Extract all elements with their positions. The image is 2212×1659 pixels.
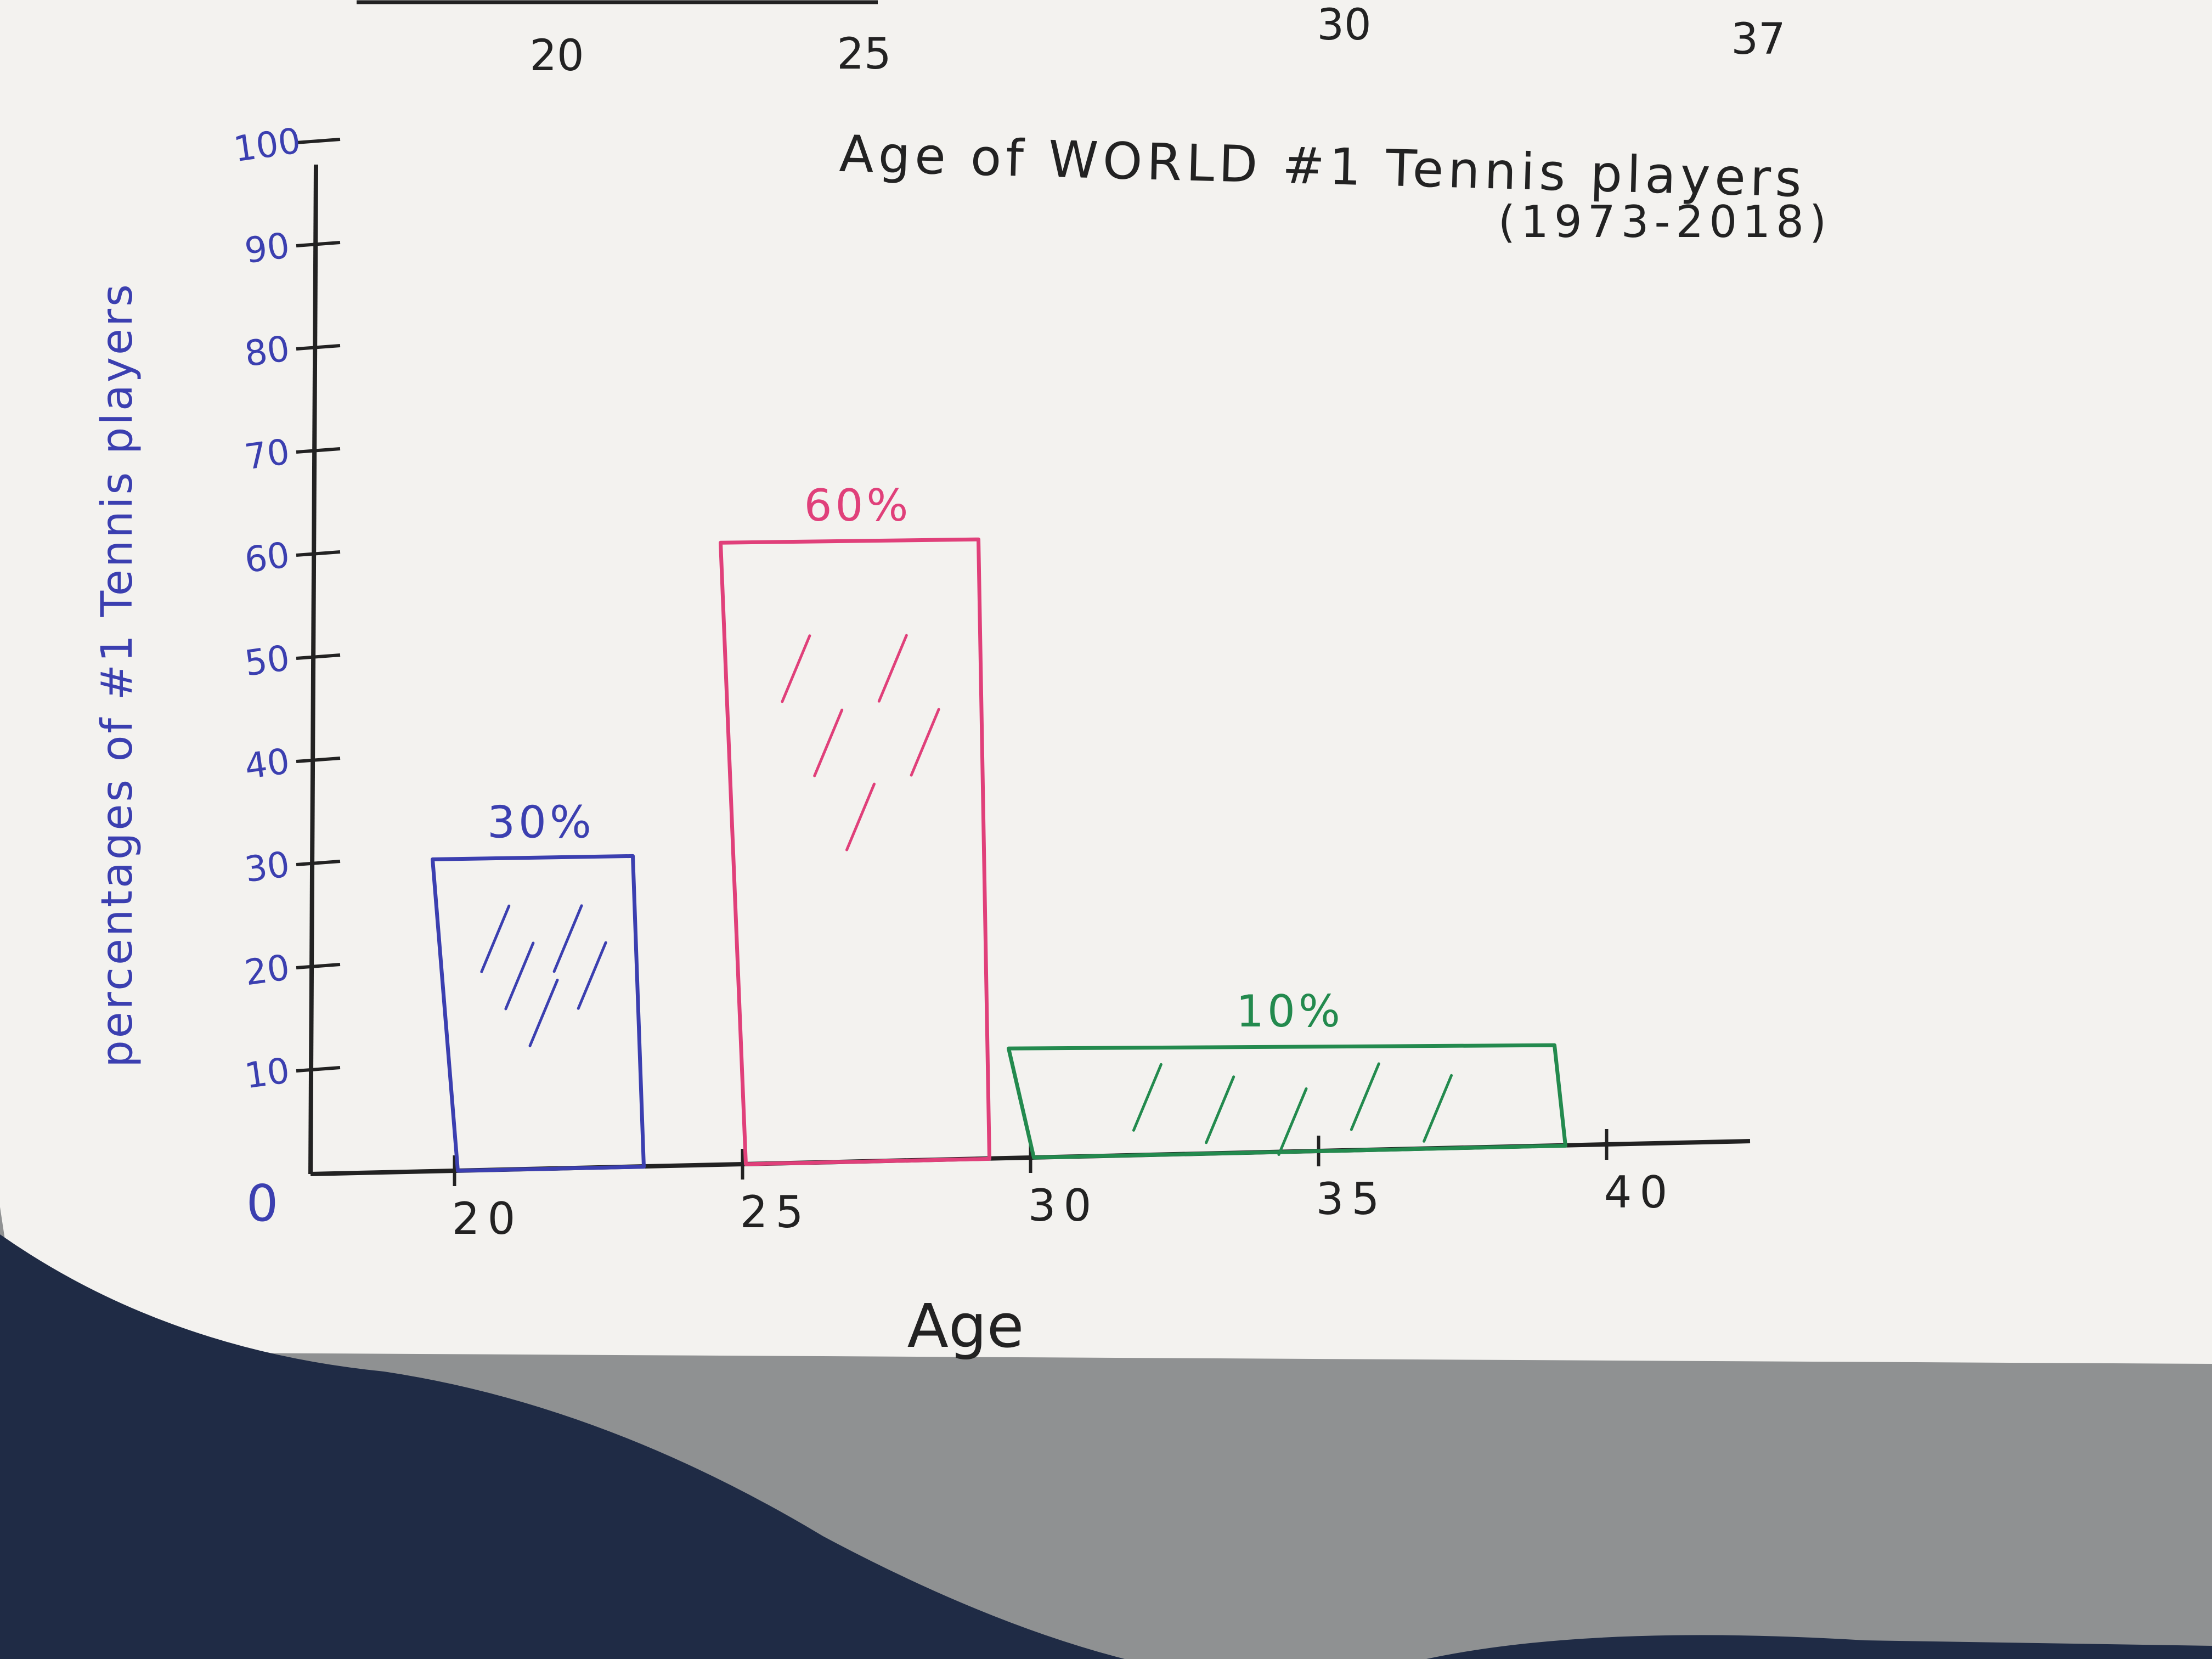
bar-hatch (845, 782, 876, 851)
bar-hatch (1350, 1062, 1380, 1131)
bar (431, 854, 646, 1173)
x-tick-label: 35 (1316, 1173, 1387, 1224)
y-tick (296, 653, 341, 660)
y-origin-label: 0 (246, 1174, 279, 1233)
paper-sheet (0, 0, 2212, 1364)
x-tick-label: 25 (740, 1187, 811, 1238)
previous-tick-label: 20 (529, 31, 584, 81)
x-axis-ticks: 20 25 30 35 40 (452, 1128, 1675, 1244)
x-tick-label: 40 (1604, 1167, 1675, 1218)
y-tick-label: 70 (242, 432, 292, 478)
bar-value-label: 60% (804, 480, 912, 531)
y-tick (296, 138, 341, 144)
y-axis-line (308, 164, 318, 1175)
y-tick-label: 20 (242, 947, 292, 994)
bar (1007, 1043, 1567, 1160)
y-tick-label: 90 (242, 225, 292, 272)
bar-hatch (504, 941, 535, 1011)
y-tick-label: 60 (242, 535, 292, 582)
bar-hatch (781, 634, 811, 703)
dark-cloth-right (1426, 1635, 2212, 1659)
bar-value-label: 30% (487, 797, 595, 848)
previous-tick-label: 37 (1731, 15, 1785, 64)
y-tick (296, 860, 341, 866)
bar-hatch (1205, 1075, 1235, 1144)
y-tick (296, 1066, 341, 1073)
y-tick (296, 447, 341, 454)
bar-hatch (813, 708, 844, 777)
y-axis-ticks: 10 20 30 40 50 60 70 80 90 100 (231, 121, 341, 1097)
previous-tick-label: 30 (1317, 1, 1371, 50)
x-tick-label: 20 (452, 1193, 523, 1244)
bars-group: 30% 60% 10% (431, 480, 1567, 1173)
y-tick-label: 10 (242, 1051, 292, 1097)
bar-hatch (480, 904, 511, 973)
bar-hatch (910, 708, 940, 777)
bar-hatch (552, 904, 583, 973)
y-tick (296, 344, 341, 351)
x-tick-label: 30 (1028, 1180, 1099, 1231)
y-tick-label: 80 (242, 329, 292, 375)
y-tick-label: 30 (242, 844, 292, 891)
chart-subtitle: (1973-2018) (1498, 196, 1832, 247)
bar-value-label: 10% (1236, 986, 1344, 1037)
bar-hatch (577, 941, 607, 1010)
dark-cloth (0, 1234, 1125, 1659)
previous-tick-label: 25 (837, 30, 891, 79)
bar-hatch (1277, 1087, 1308, 1156)
y-tick (296, 241, 341, 247)
y-tick-label: 50 (242, 638, 292, 685)
y-tick-label: 40 (242, 741, 292, 788)
y-axis-title: percentages of #1 Tennis players (93, 282, 142, 1067)
bar (719, 537, 991, 1166)
y-tick-label: 100 (231, 121, 303, 170)
x-axis-title: Age (907, 1291, 1024, 1361)
y-tick (296, 550, 341, 557)
bar-hatch (1132, 1063, 1163, 1132)
bar-hatch (877, 634, 908, 703)
y-tick (296, 963, 341, 969)
bar-hatch (1423, 1074, 1453, 1143)
bar-hatch (528, 978, 559, 1047)
y-tick (296, 757, 341, 763)
